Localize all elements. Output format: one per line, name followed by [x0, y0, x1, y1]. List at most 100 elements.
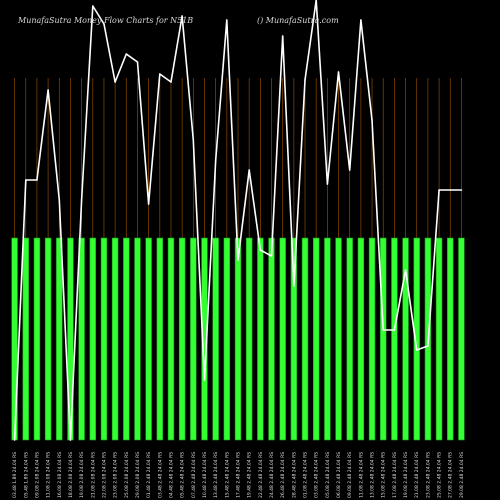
flow-bar [368, 237, 376, 441]
x-tick-label: 03.08 2.48 24.04 RS [314, 452, 320, 498]
flow-bar [212, 237, 219, 441]
line-point [203, 379, 206, 381]
x-tick-label: 07.48 2.48 24.04 RS [191, 452, 197, 498]
x-tick-label: 27.08 2.48 24.04 RS [448, 452, 454, 498]
x-tick-label: 19.48 2.48 24.04 RS [247, 452, 253, 498]
flow-bar [100, 237, 108, 441]
line-point [415, 349, 418, 351]
line-point [237, 259, 239, 261]
flow-bar [413, 237, 420, 441]
flow-bar [435, 237, 443, 441]
line-point [125, 53, 128, 55]
flow-bar [324, 237, 331, 441]
line-point [438, 189, 440, 191]
line-point [136, 61, 139, 63]
line-point [47, 89, 49, 91]
flow-bar [123, 237, 130, 441]
flow-bar [111, 237, 119, 441]
x-tick-label: 03.48 1.89 24.04 RS [12, 452, 18, 498]
flow-bar [33, 237, 41, 441]
line-point [449, 189, 452, 191]
x-tick-label: 21.08 2.08 24.04 RS [90, 452, 96, 498]
x-tick-label: 11.08 2.48 24.04 RS [358, 452, 364, 498]
line-point [315, 0, 317, 1]
flow-bar [268, 237, 275, 441]
x-tick-label: 10.48 2.48 24.04 RS [202, 452, 208, 498]
line-point [159, 73, 161, 75]
x-tick-label: 23.08 2.08 24.04 RS [113, 452, 119, 498]
line-point [58, 199, 61, 201]
line-point [13, 439, 16, 441]
line-point [91, 5, 94, 7]
line-point [181, 15, 183, 17]
chart-title: MunafaSutra Money Flow Charts for N51B [18, 16, 194, 25]
flow-bar [279, 237, 286, 441]
x-tick-label: 01.48 2.48 24.04 RS [146, 452, 152, 498]
flow-bar [201, 237, 208, 441]
x-tick-label: 15.08 2.48 24.04 RS [381, 452, 387, 498]
line-point [270, 255, 273, 257]
line-point [393, 329, 396, 331]
x-tick-label: 13.48 2.48 24.04 RS [213, 452, 219, 498]
site-credit: () MunafaSutra.com [257, 16, 339, 25]
flow-bar [391, 237, 398, 441]
flow-bar [89, 237, 96, 441]
flow-bar [257, 237, 264, 441]
flow-bar [380, 237, 387, 441]
line-point [24, 179, 27, 181]
flow-bar [167, 237, 175, 441]
x-tick-label: 21.08 2.48 24.04 RS [414, 452, 420, 498]
x-tick-label: 05.48 1.89 24.04 RS [23, 452, 29, 498]
flow-bar [346, 237, 353, 441]
line-point [360, 19, 362, 21]
line-point [382, 329, 385, 331]
line-point [214, 159, 217, 161]
flow-bar [357, 237, 365, 441]
x-tick-label: 05.48 2.48 24.04 RS [180, 452, 186, 498]
x-tick-label: 25.08 2.08 24.04 RS [124, 452, 130, 498]
flow-bar [223, 237, 231, 441]
x-tick-label: 05.08 2.48 24.04 RS [325, 452, 331, 498]
line-point [226, 19, 228, 21]
flow-bar [78, 237, 85, 441]
line-point [348, 169, 351, 171]
flow-bar [156, 237, 164, 441]
x-tick-label: 09.08 2.48 24.04 RS [347, 452, 353, 498]
x-tick-label: 01.08 2.48 24.04 RS [303, 452, 309, 498]
flow-bar [145, 237, 152, 441]
x-tick-label: 15.48 2.48 24.04 RS [224, 452, 230, 498]
line-point [114, 81, 116, 83]
flow-bar [234, 237, 242, 441]
line-series [13, 0, 463, 441]
line-point [80, 199, 83, 201]
line-point [69, 439, 72, 441]
flow-bar [402, 237, 409, 441]
x-tick-label: 03.48 2.48 24.04 RS [157, 452, 163, 498]
line-point [427, 345, 429, 347]
x-tick-label: 06.08 2.48 24.04 RS [336, 452, 342, 498]
x-tick-label: 28.48 2.48 24.04 RS [291, 452, 297, 498]
line-point [259, 249, 262, 251]
x-tick-labels: 03.48 1.89 24.04 RS 05.48 1.89 24.04 RS 09… [12, 452, 465, 498]
line-point [36, 179, 38, 181]
bar-series [11, 237, 465, 441]
line-point [103, 23, 105, 25]
x-tick-label: 26.48 2.48 24.04 RS [280, 452, 286, 498]
x-tick-label: 11.08 2.08 24.04 RS [46, 452, 52, 498]
flow-bar [44, 237, 52, 441]
x-tick-label: 22.48 2.48 24.04 RS [258, 452, 264, 498]
line-point [192, 139, 195, 141]
flow-bar [447, 237, 454, 441]
x-tick-label: 17.48 2.48 24.04 RS [236, 452, 242, 498]
flow-bar [290, 237, 298, 441]
x-tick-label: 29.08 2.08 24.04 RS [135, 452, 141, 498]
x-tick-label: 24.48 2.48 24.04 RS [269, 452, 275, 498]
line-point [460, 189, 463, 191]
line-point [147, 203, 150, 205]
x-tick-label: 23.08 2.48 24.04 RS [425, 452, 431, 498]
flow-bar [335, 237, 342, 441]
x-tick-label: 29.08 2.48 24.04 RS [459, 452, 465, 498]
flow-bar [301, 237, 309, 441]
